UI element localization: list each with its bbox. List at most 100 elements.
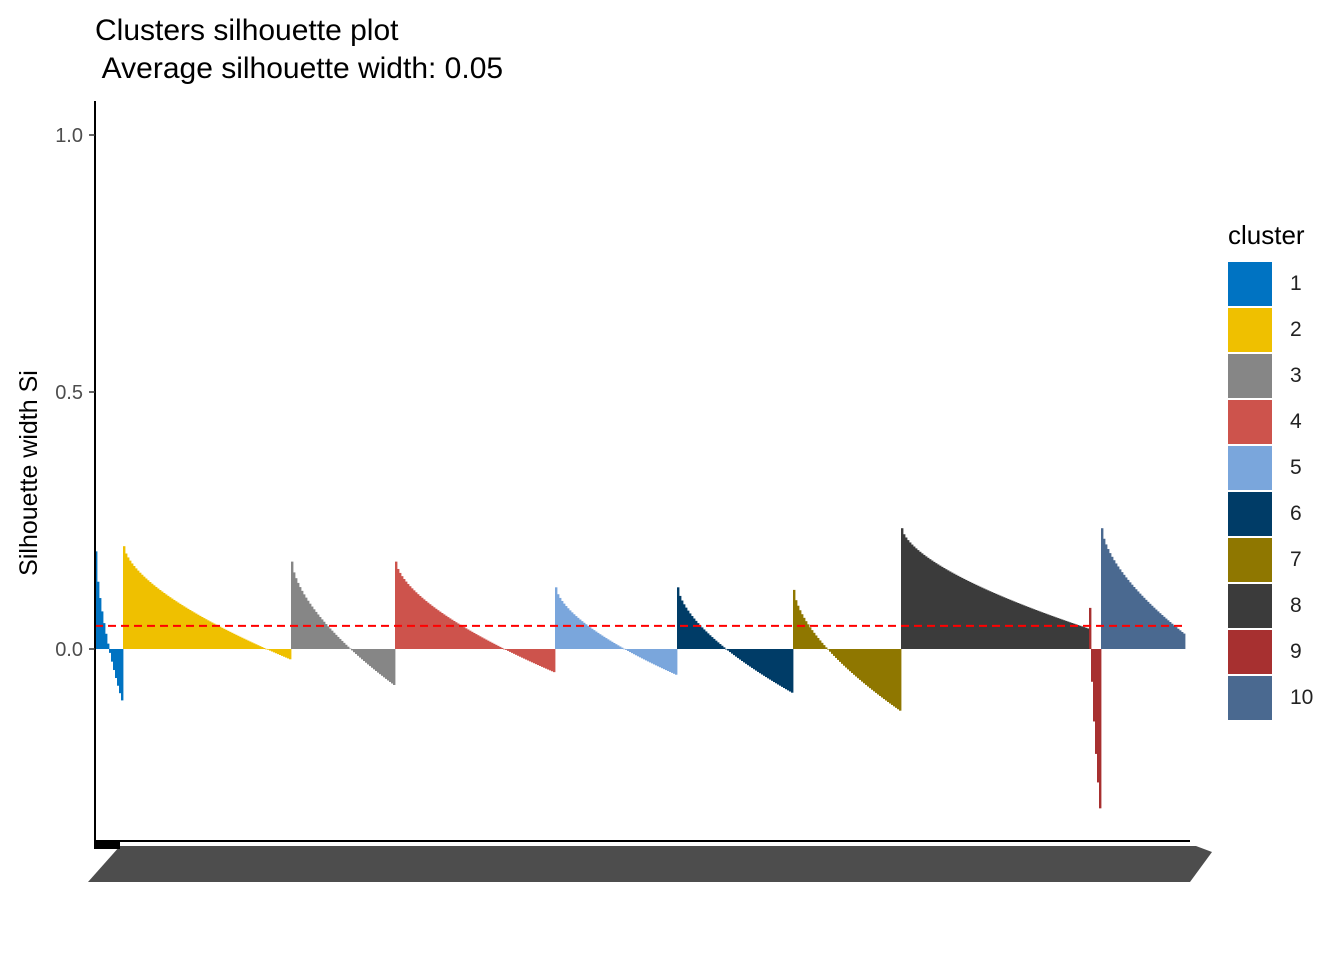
silhouette-bar <box>1069 622 1072 649</box>
chart-subtitle: Average silhouette width: 0.05 <box>95 52 504 85</box>
silhouette-bar <box>757 649 760 672</box>
silhouette-bar <box>483 638 486 649</box>
silhouette-bar <box>641 649 644 659</box>
silhouette-bar <box>615 644 618 649</box>
silhouette-bar <box>525 649 528 660</box>
silhouette-bar <box>925 556 928 649</box>
silhouette-bar <box>1155 609 1158 649</box>
silhouette-bar <box>649 649 652 663</box>
legend-swatch <box>1228 400 1272 444</box>
silhouette-bar <box>203 618 206 649</box>
silhouette-bar <box>435 608 438 649</box>
silhouette-bar <box>447 617 450 649</box>
silhouette-bar <box>929 559 932 649</box>
silhouette-bar <box>1159 613 1162 649</box>
silhouette-bar <box>713 638 716 649</box>
silhouette-bar <box>1003 597 1006 649</box>
silhouette-bar <box>277 649 280 655</box>
silhouette-bar <box>529 649 532 662</box>
silhouette-bar <box>721 645 724 649</box>
silhouette-bar <box>249 641 252 649</box>
silhouette-bar <box>473 632 476 649</box>
silhouette-bar <box>827 649 830 650</box>
silhouette-bar <box>963 578 966 649</box>
silhouette-bar <box>475 634 478 649</box>
silhouette-bar <box>689 613 692 649</box>
silhouette-bar <box>463 627 466 649</box>
silhouette-bar <box>409 586 412 649</box>
silhouette-bar <box>377 649 380 673</box>
silhouette-bar <box>511 649 514 653</box>
legend-swatch <box>1228 308 1272 352</box>
silhouette-bar <box>213 623 216 649</box>
cluster-2-bars <box>123 546 292 660</box>
silhouette-bar <box>941 566 944 649</box>
silhouette-bar <box>843 649 846 666</box>
silhouette-bar <box>217 625 220 649</box>
silhouette-bar <box>399 572 402 649</box>
silhouette-bar <box>969 581 972 649</box>
silhouette-bar <box>1033 609 1036 649</box>
silhouette-bar <box>367 649 370 665</box>
silhouette-bar <box>1093 649 1096 722</box>
silhouette-bar <box>275 649 278 654</box>
silhouette-bar <box>243 638 246 649</box>
silhouette-bar <box>507 649 510 651</box>
silhouette-bar <box>623 648 626 650</box>
silhouette-bar <box>793 589 796 649</box>
silhouette-bar <box>401 576 404 649</box>
silhouette-bar <box>515 649 518 655</box>
silhouette-bar <box>1115 563 1118 649</box>
silhouette-bar <box>407 583 410 649</box>
silhouette-bar <box>715 640 718 649</box>
silhouette-bar <box>1061 619 1064 649</box>
silhouette-bar <box>859 649 862 680</box>
silhouette-bar <box>427 602 430 649</box>
silhouette-bar <box>737 649 740 659</box>
silhouette-bar <box>241 637 244 649</box>
silhouette-bar <box>1183 633 1186 649</box>
silhouette-bar <box>749 649 752 667</box>
silhouette-bar <box>717 642 720 649</box>
silhouette-bar <box>101 611 104 649</box>
silhouette-bar <box>1015 602 1018 649</box>
silhouette-bar <box>165 594 168 649</box>
silhouette-bar <box>329 628 332 649</box>
silhouette-bar <box>233 633 236 649</box>
silhouette-bar <box>973 583 976 649</box>
silhouette-bar <box>449 618 452 649</box>
silhouette-bar <box>675 649 678 675</box>
silhouette-bar <box>265 648 268 650</box>
silhouette-bar <box>397 568 400 649</box>
silhouette-bar <box>983 588 986 649</box>
legend-item-1: 1 <box>1228 261 1313 307</box>
silhouette-bar <box>631 649 634 654</box>
silhouette-bar <box>1005 598 1008 649</box>
silhouette-bar <box>901 528 904 649</box>
silhouette-bar <box>617 645 620 649</box>
legend-swatch <box>1228 354 1272 398</box>
silhouette-bar <box>105 633 108 649</box>
legend: cluster 1 2 3 4 5 6 7 8 9 10 <box>1228 220 1313 721</box>
silhouette-bar <box>685 607 688 649</box>
y-tick-label: 1.0 <box>55 125 83 147</box>
silhouette-bar <box>891 649 894 705</box>
silhouette-bar <box>469 630 472 649</box>
silhouette-bar <box>181 605 184 649</box>
silhouette-bar <box>415 592 418 649</box>
silhouette-bar <box>1131 584 1134 649</box>
silhouette-bar <box>701 627 704 649</box>
silhouette-bar <box>339 638 342 649</box>
legend-items: 1 2 3 4 5 6 7 8 9 10 <box>1228 261 1313 721</box>
silhouette-bar <box>971 582 974 649</box>
silhouette-bar <box>681 600 684 649</box>
silhouette-bar <box>143 576 146 649</box>
silhouette-bar <box>635 649 638 656</box>
silhouette-bar <box>545 649 548 669</box>
legend-swatch <box>1228 446 1272 490</box>
silhouette-bar <box>729 649 732 653</box>
silhouette-bar <box>813 632 816 649</box>
silhouette-bar <box>235 634 238 649</box>
legend-item-9: 9 <box>1228 629 1313 675</box>
silhouette-bar <box>323 621 326 649</box>
